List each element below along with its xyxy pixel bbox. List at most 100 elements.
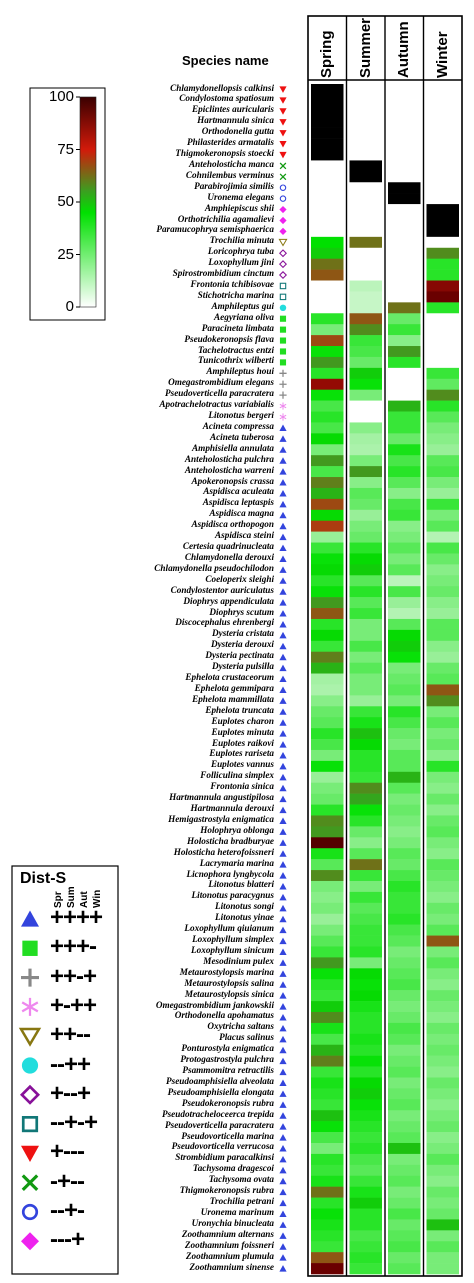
heatmap-cell <box>311 411 344 423</box>
triangle-up-icon <box>279 1232 287 1239</box>
heatmap-cell <box>426 236 459 249</box>
heatmap-cell <box>311 706 344 718</box>
species-label: Loxophyllum qiuianum <box>184 923 274 934</box>
heatmap-cell <box>388 411 421 423</box>
heatmap-cell <box>426 1252 459 1264</box>
legend-code: --++ <box>50 1050 91 1078</box>
heatmap-cell <box>426 356 459 369</box>
heatmap-cell <box>349 367 382 380</box>
heatmap-cell <box>349 127 382 139</box>
heatmap-cell <box>311 400 344 412</box>
species-label: Ponturostyla enigmatica <box>181 1043 274 1054</box>
triangle-up-icon <box>279 642 287 650</box>
species-label: Frontonia tchibisovae <box>190 279 274 289</box>
heatmap-cell <box>349 728 382 740</box>
heatmap-cell <box>311 171 344 183</box>
heatmap-cell <box>311 204 344 216</box>
heatmap-cell <box>388 477 421 489</box>
heatmap-cell <box>349 837 382 849</box>
circle-open-icon <box>21 1203 39 1221</box>
heatmap-cell <box>388 444 421 456</box>
triangle-up-icon <box>279 1177 287 1185</box>
heatmap-cell <box>311 433 344 445</box>
heatmap-cell <box>349 542 382 554</box>
heatmap-cell <box>311 84 344 96</box>
species-label: Oxytricha saltans <box>207 1021 274 1032</box>
species-label: Zoothamnium plumula <box>185 1250 274 1261</box>
heatmap-cell <box>349 346 382 358</box>
species-label: Pseudokeronopsis flava <box>184 333 274 344</box>
heatmap-cell <box>349 564 382 576</box>
heatmap-cell <box>349 640 382 653</box>
heatmap-cell <box>426 739 459 751</box>
heatmap-cell <box>311 1121 344 1133</box>
triangle-up-icon <box>279 784 287 792</box>
heatmap-cell <box>349 105 382 118</box>
heatmap-cell <box>426 760 459 773</box>
colorbar-tick-label: 0 <box>65 298 74 315</box>
heatmap-cell <box>388 356 421 369</box>
species-label: Diophrys scutum <box>209 606 274 617</box>
heatmap-cell <box>426 116 459 128</box>
heatmap-cell <box>388 826 421 838</box>
species-label: Aspidisca aculeata <box>203 486 274 497</box>
heatmap-cell <box>311 564 344 576</box>
triangle-up-icon <box>279 752 287 759</box>
triangle-up-icon <box>279 1057 287 1065</box>
heatmap-cell <box>388 804 421 816</box>
heatmap-cell <box>349 225 382 238</box>
heatmap-cell <box>388 717 421 729</box>
species-label: Lacrymaria marina <box>199 857 274 868</box>
heatmap-cell <box>426 1263 459 1275</box>
heatmap-cell <box>311 477 344 489</box>
heatmap-cell <box>388 848 421 860</box>
triangle-up-icon <box>279 511 287 519</box>
heatmap-cell <box>311 422 344 434</box>
diamond-open-icon <box>19 1084 41 1105</box>
square-icon <box>22 940 38 956</box>
heatmap-cell <box>349 531 382 543</box>
heatmap-cell <box>311 608 344 620</box>
heatmap-cell <box>388 1088 421 1100</box>
species-label: Ephelota gemmipara <box>194 682 274 693</box>
species-label: Pseudotracheloceerca trepida <box>161 1108 274 1119</box>
heatmap-cell <box>388 302 421 314</box>
heatmap-cell <box>426 1175 459 1187</box>
heatmap-cell <box>388 1044 421 1056</box>
heatmap-cell <box>311 826 344 838</box>
triangle-up-icon <box>279 424 287 431</box>
heatmap-cell <box>426 324 459 336</box>
heatmap-cell <box>388 859 421 871</box>
heatmap-cell <box>349 935 382 947</box>
triangle-up-icon <box>279 588 287 595</box>
species-label: Protogastrostyla pulchra <box>180 1054 274 1065</box>
triangle-up-icon <box>279 981 287 988</box>
heatmap-cell <box>311 1066 344 1078</box>
heatmap-cell <box>388 695 421 707</box>
heatmap-cell <box>388 313 421 325</box>
heatmap-cell <box>349 990 382 1002</box>
heatmap-cell <box>349 335 382 347</box>
species-label: Parabirojimia similis <box>194 180 274 191</box>
heatmap-cell <box>426 651 459 663</box>
species-label: Licnophora lyngbycola <box>186 868 274 879</box>
triangle-up-icon <box>279 806 287 814</box>
heatmap-cell <box>311 848 344 860</box>
diamond-icon <box>279 205 287 214</box>
heatmap-cell <box>311 629 344 642</box>
heatmap-cell <box>311 968 344 980</box>
heatmap-cell <box>349 957 382 969</box>
heatmap-cell <box>388 564 421 576</box>
heatmap-cell <box>426 586 459 598</box>
heatmap-cell <box>388 280 421 292</box>
heatmap-cell <box>311 378 344 390</box>
heatmap-cell <box>311 684 344 696</box>
triangle-up-icon <box>279 1112 287 1119</box>
colorbar <box>29 87 106 321</box>
heatmap-cell <box>311 509 344 521</box>
heatmap-cell <box>349 662 382 674</box>
triangle-up-icon <box>279 926 287 934</box>
heatmap-cell <box>426 444 459 456</box>
heatmap-cell <box>349 324 382 336</box>
heatmap-cell <box>311 389 344 401</box>
